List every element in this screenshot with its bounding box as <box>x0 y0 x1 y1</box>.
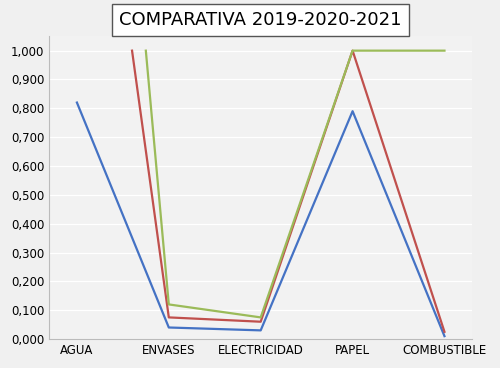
Title: COMPARATIVA 2019-2020-2021: COMPARATIVA 2019-2020-2021 <box>120 11 402 29</box>
